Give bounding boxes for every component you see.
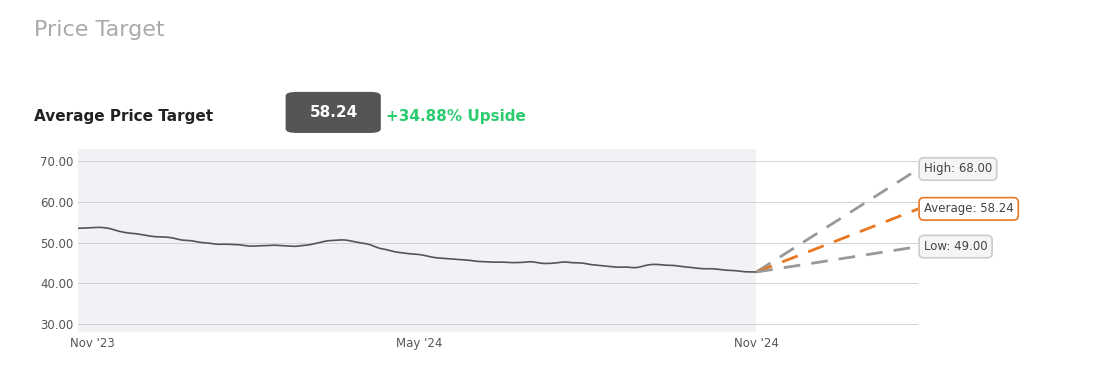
Bar bbox=[78, 149, 756, 332]
Text: Price Target: Price Target bbox=[34, 20, 165, 39]
Text: High: 68.00: High: 68.00 bbox=[924, 163, 992, 176]
Text: 58.24: 58.24 bbox=[309, 105, 358, 120]
Text: +34.88% Upside: +34.88% Upside bbox=[386, 109, 526, 124]
Text: Average Price Target: Average Price Target bbox=[34, 109, 213, 124]
Bar bbox=[756, 149, 918, 332]
Text: Average: 58.24: Average: 58.24 bbox=[924, 203, 1014, 215]
Text: Low: 49.00: Low: 49.00 bbox=[924, 240, 988, 253]
